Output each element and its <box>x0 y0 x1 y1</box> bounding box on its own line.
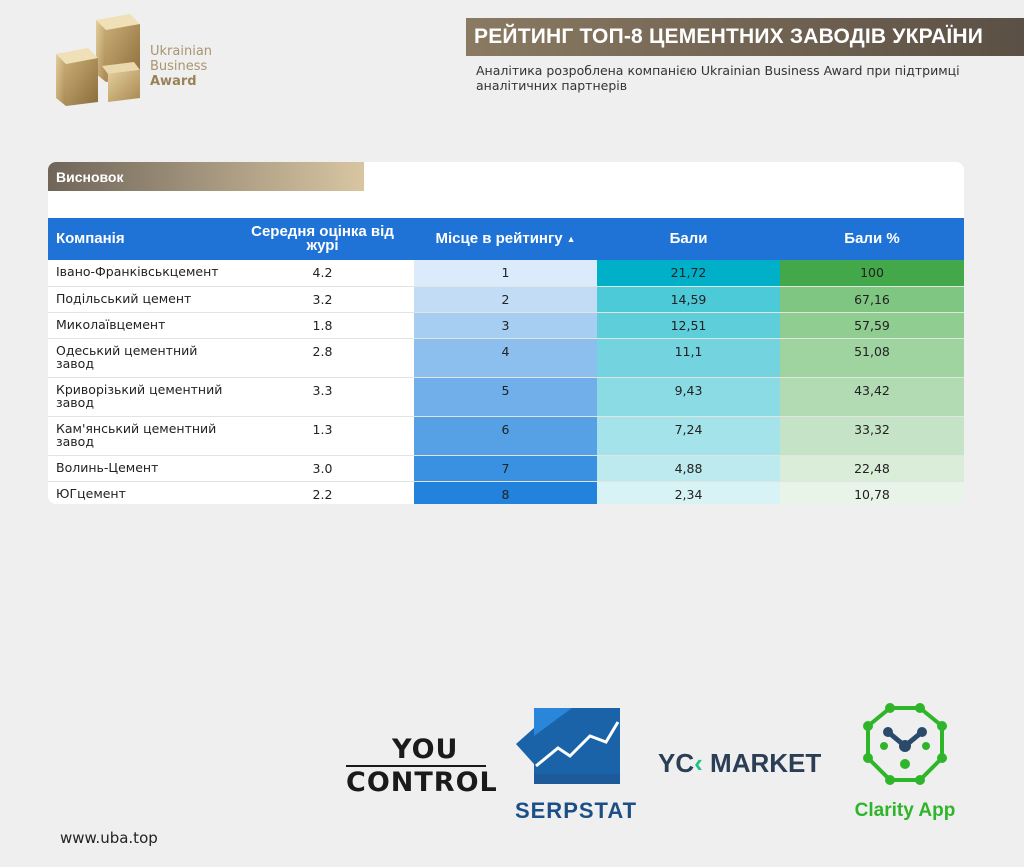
section-tab-conclusion: Висновок <box>48 162 364 191</box>
logo-line-3: Award <box>150 74 197 89</box>
cell-points: 21,72 <box>597 260 780 287</box>
cell-points: 9,43 <box>597 377 780 417</box>
logo-line-1: Ukrainian <box>150 44 213 59</box>
table-row: Миколаївцемент 1.8 3 12,51 57,59 <box>48 312 964 339</box>
cell-points: 4,88 <box>597 455 780 482</box>
cell-percent: 100 <box>780 260 964 287</box>
serpstat-arrow-icon <box>516 708 620 784</box>
ycmarket-market: MARKET <box>710 748 822 778</box>
table-row: Кам'янський цементний завод 1.3 6 7,24 33,32 <box>48 416 964 456</box>
cell-points: 7,24 <box>597 416 780 456</box>
clarity-app-logo: Clarity App <box>840 698 970 824</box>
ukrainian-business-award-logo: Ukrainian Business Award <box>48 14 228 106</box>
cell-percent: 57,59 <box>780 312 964 339</box>
cell-company: Волинь-Цемент <box>48 455 231 482</box>
cell-points: 14,59 <box>597 286 780 313</box>
table-row: Волинь-Цемент 3.0 7 4,88 22,48 <box>48 455 964 482</box>
column-header-company[interactable]: Компанія <box>48 218 231 260</box>
clarity-network-icon <box>863 703 947 785</box>
youcontrol-logo-line-2: CONTROL <box>346 767 498 798</box>
rating-table: Компанія Середня оцінка від журі Місце в… <box>48 218 964 504</box>
cell-points: 2,34 <box>597 481 780 504</box>
cell-percent: 22,48 <box>780 455 964 482</box>
cell-jury-score: 3.2 <box>231 286 414 313</box>
youcontrol-logo-line-1: YOU <box>392 734 459 765</box>
table-row: Івано-Франківськцемент 4.2 1 21,72 100 <box>48 260 964 287</box>
page-title: РЕЙТИНГ ТОП-8 ЦЕМЕНТНИХ ЗАВОДІВ УКРАЇНИ <box>474 25 983 48</box>
logo-line-2: Business <box>150 59 208 74</box>
cell-jury-score: 2.8 <box>231 338 414 378</box>
table-row: Криворізький цементний завод 3.3 5 9,43 43,4… <box>48 377 964 417</box>
page-title-bar: РЕЙТИНГ ТОП-8 ЦЕМЕНТНИХ ЗАВОДІВ УКРАЇНИ <box>466 18 1024 56</box>
serpstat-text: SERPSTAT <box>514 798 638 823</box>
table-header-row: Компанія Середня оцінка від журі Місце в… <box>48 218 964 260</box>
cell-place: 5 <box>414 377 597 417</box>
cell-place: 7 <box>414 455 597 482</box>
cell-percent: 43,42 <box>780 377 964 417</box>
partners-logos: YOU CONTROL SERPSTAT YC‹ MARKET <box>340 700 980 830</box>
section-label: Висновок <box>56 168 124 185</box>
cell-jury-score: 1.3 <box>231 416 414 456</box>
cell-percent: 67,16 <box>780 286 964 313</box>
table-row: Одеський цементний завод 2.8 4 11,1 51,08 <box>48 338 964 378</box>
cell-place: 3 <box>414 312 597 339</box>
table-row: ЮГцемент 2.2 8 2,34 10,78 <box>48 481 964 504</box>
column-header-place[interactable]: Місце в рейтингу ▲ <box>414 218 597 260</box>
column-header-percent[interactable]: Бали % <box>780 218 964 260</box>
column-header-jury[interactable]: Середня оцінка від журі <box>231 218 414 260</box>
cell-company: ЮГцемент <box>48 481 231 504</box>
cell-company: Криворізький цементний завод <box>48 377 231 417</box>
youcontrol-divider <box>346 765 486 767</box>
cell-points: 11,1 <box>597 338 780 378</box>
cell-company: Кам'янський цементний завод <box>48 416 231 456</box>
cell-jury-score: 1.8 <box>231 312 414 339</box>
cell-company: Подільський цемент <box>48 286 231 313</box>
cell-jury-score: 2.2 <box>231 481 414 504</box>
cell-jury-score: 3.3 <box>231 377 414 417</box>
cell-place: 6 <box>414 416 597 456</box>
cell-place: 1 <box>414 260 597 287</box>
cell-place: 4 <box>414 338 597 378</box>
clarity-app-text: Clarity App <box>854 800 956 821</box>
conclusion-card: Висновок Компанія Середня оцінка від жур… <box>48 162 964 504</box>
cell-percent: 33,32 <box>780 416 964 456</box>
sort-ascending-icon: ▲ <box>566 234 576 245</box>
youcontrol-logo: YOU CONTROL <box>346 734 498 798</box>
footer-url[interactable]: www.uba.top <box>60 829 158 847</box>
ycmarket-chevron-icon: ‹ <box>694 748 703 778</box>
cell-points: 12,51 <box>597 312 780 339</box>
cell-place: 8 <box>414 481 597 504</box>
table-row: Подільський цемент 3.2 2 14,59 67,16 <box>48 286 964 313</box>
cell-percent: 10,78 <box>780 481 964 504</box>
cell-percent: 51,08 <box>780 338 964 378</box>
column-header-place-label: Місце в рейтингу <box>435 229 563 247</box>
serpstat-logo: SERPSTAT <box>512 708 640 823</box>
cell-company: Одеський цементний завод <box>48 338 231 378</box>
cell-place: 2 <box>414 286 597 313</box>
ycmarket-yc: YC <box>658 748 695 778</box>
ycmarket-logo: YC‹ MARKET <box>658 748 821 779</box>
column-header-points[interactable]: Бали <box>597 218 780 260</box>
gold-cubes-icon <box>56 14 140 106</box>
cell-company: Івано-Франківськцемент <box>48 260 231 287</box>
cell-company: Миколаївцемент <box>48 312 231 339</box>
cell-jury-score: 4.2 <box>231 260 414 287</box>
cell-jury-score: 3.0 <box>231 455 414 482</box>
page-subtitle: Аналітика розроблена компанією Ukrainian… <box>476 63 960 93</box>
